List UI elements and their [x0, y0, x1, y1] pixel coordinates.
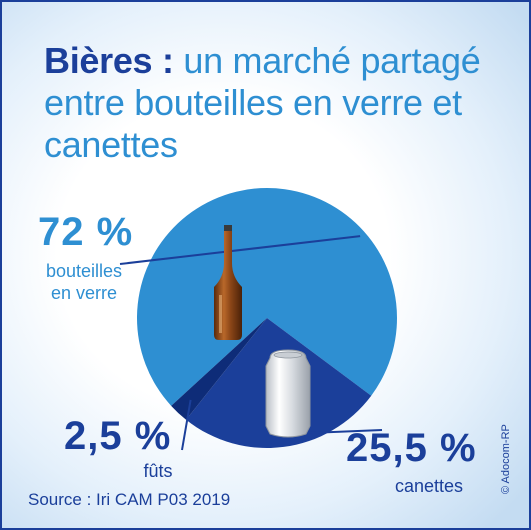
pie-slice-fûts [171, 318, 267, 420]
source-note: Source : Iri CAM P03 2019 [28, 490, 231, 509]
pie-slice-bouteilles-en-verre [137, 188, 398, 406]
leader-line-futs [181, 399, 192, 451]
beer-can-icon [265, 349, 311, 438]
slice-value-futs: 2,5 % [64, 414, 172, 458]
slice-value-canettes: 25,5 % [346, 426, 477, 470]
slice-value-bouteilles: 72 % [38, 210, 134, 254]
slice-label-line: en verre [50, 283, 118, 303]
beer-bottle-icon [214, 225, 242, 340]
slice-label-bouteilles: bouteilles en verre [32, 260, 136, 304]
title-rest: un marché partagé entre bouteilles en ve… [44, 40, 481, 165]
copyright-credit: © Adocom-RP [500, 424, 512, 494]
leader-line-bouteilles [119, 235, 361, 265]
title-bold: Bières : [44, 40, 174, 81]
slice-label-line: bouteilles [45, 261, 123, 281]
slice-label-futs: fûts [143, 461, 173, 481]
leader-line-canettes [300, 429, 383, 435]
slice-label-canettes: canettes [394, 476, 464, 496]
chart-title: Bières : un marché partagé entre bouteil… [44, 40, 504, 166]
